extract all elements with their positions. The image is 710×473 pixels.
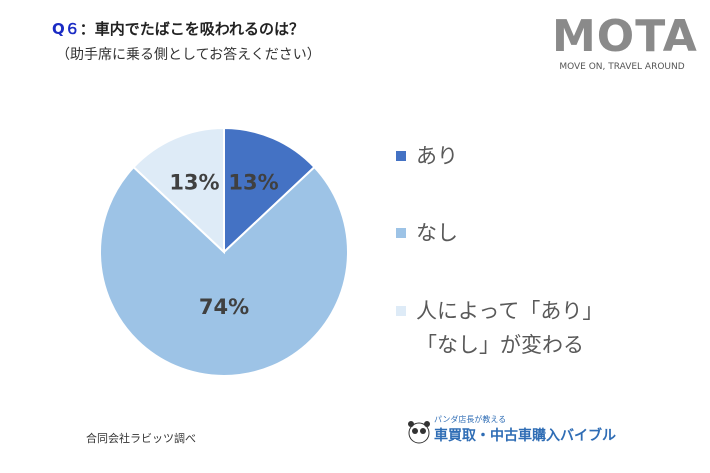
legend-item: あり xyxy=(396,143,612,173)
logo: MOTA MOVE ON, TRAVEL AROUND xyxy=(552,11,698,73)
footer-logo: パンダ店長が教える 車買取・中古車購入バイブル xyxy=(408,414,616,445)
legend-label: あり xyxy=(416,144,458,168)
legend-label: なし xyxy=(416,221,458,245)
pie-slice xyxy=(223,126,316,255)
pie-slice xyxy=(99,165,349,377)
legend-label: 人によって「あり」「なし」が変わる xyxy=(416,299,604,357)
title: Q６：車内でたばこを吸われるのは？ xyxy=(52,18,304,39)
data-label: 74% xyxy=(199,295,249,319)
pie-slice xyxy=(132,126,225,255)
legend-swatch xyxy=(396,151,406,161)
title-text: ：車内でたばこを吸われるのは？ xyxy=(79,20,305,38)
logo-name: MOTA xyxy=(552,11,698,62)
title-number: Q６ xyxy=(52,20,80,38)
legend-item: なし xyxy=(396,220,612,250)
data-label: 13% xyxy=(228,171,278,195)
footer-name: 車買取・中古車購入バイブル xyxy=(434,428,616,444)
legend-swatch xyxy=(396,228,406,238)
source: 合同会社ラビッツ調べ xyxy=(86,432,196,445)
data-label: 13% xyxy=(169,171,219,195)
legend-item: 人によって「あり」「なし」が変わる xyxy=(396,298,612,362)
panda-icon xyxy=(408,421,430,444)
logo-tagline: MOVE ON, TRAVEL AROUND xyxy=(559,62,685,72)
subtitle: （助手席に乗る側としてお答えください） xyxy=(56,47,321,63)
footer-caption: パンダ店長が教える xyxy=(434,415,507,424)
legend-swatch xyxy=(396,306,406,316)
